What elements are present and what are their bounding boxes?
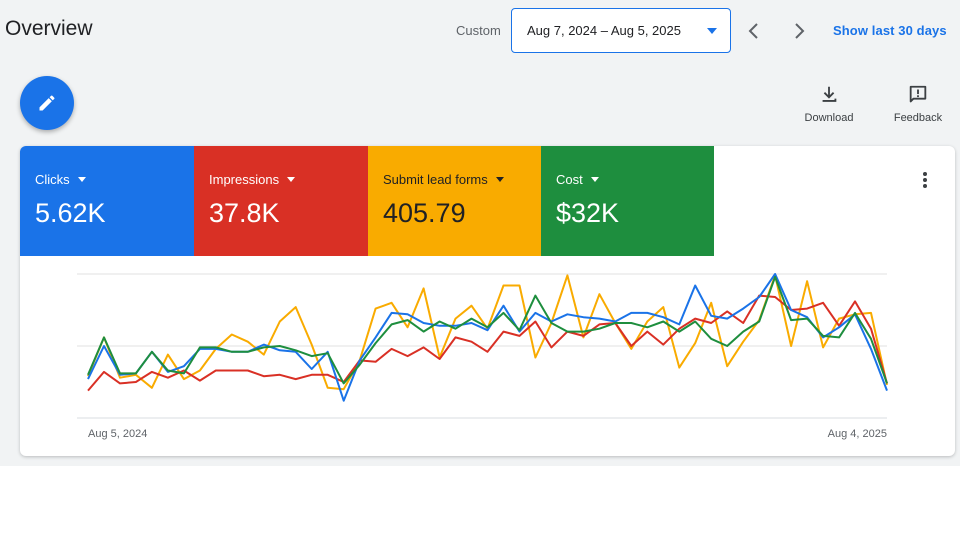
caret-down-icon: [77, 177, 86, 183]
series-line-impressions: [87, 294, 888, 392]
previous-period-button[interactable]: [737, 14, 771, 48]
more-vert-icon: [923, 172, 927, 188]
metric-value: 405.79: [383, 198, 466, 228]
download-icon: [822, 86, 837, 102]
chevron-right-icon: [795, 23, 805, 39]
date-range-type-label: Custom: [456, 23, 501, 38]
metric-tile-cost[interactable]: Cost $32K: [541, 146, 714, 256]
metric-label: Cost: [556, 172, 599, 187]
x-axis-start-label: Aug 5, 2024: [88, 428, 147, 440]
download-label: Download: [804, 112, 854, 124]
metric-label-text: Submit lead forms: [383, 172, 488, 187]
date-range-select[interactable]: Aug 7, 2024 – Aug 5, 2025: [511, 8, 731, 53]
dropdown-arrow-icon: [707, 28, 717, 34]
performance-card: Clicks 5.62K Impressions 37.8K Submit le…: [20, 146, 955, 456]
overview-page: Overview Custom Aug 7, 2024 – Aug 5, 202…: [0, 0, 960, 466]
metric-tile-submit-lead-forms[interactable]: Submit lead forms 405.79: [368, 146, 541, 256]
x-axis-end-label: Aug 4, 2025: [828, 428, 887, 440]
metric-value: 5.62K: [35, 198, 106, 228]
edit-fab-button[interactable]: [20, 76, 74, 130]
show-last-30-days-link[interactable]: Show last 30 days: [833, 23, 947, 38]
download-button[interactable]: Download: [802, 84, 856, 124]
metric-label: Impressions: [209, 172, 296, 187]
series-line-submit-lead-forms: [87, 274, 888, 391]
caret-down-icon: [590, 177, 599, 183]
more-options-button[interactable]: [913, 168, 937, 192]
page-title: Overview: [5, 17, 93, 40]
metric-value: 37.8K: [209, 198, 280, 228]
caret-down-icon: [495, 177, 504, 183]
chevron-left-icon: [748, 23, 758, 39]
metric-value: $32K: [556, 198, 620, 228]
metric-label-text: Cost: [556, 172, 583, 187]
series-line-cost: [87, 275, 888, 385]
metric-label-text: Clicks: [35, 172, 70, 187]
caret-down-icon: [287, 177, 296, 183]
feedback-icon: [909, 85, 927, 103]
metric-label-text: Impressions: [209, 172, 280, 187]
feedback-label: Feedback: [893, 112, 943, 124]
date-range-value: Aug 7, 2024 – Aug 5, 2025: [527, 23, 681, 38]
series-line-clicks: [87, 273, 888, 402]
metric-label: Clicks: [35, 172, 86, 187]
next-period-button[interactable]: [782, 14, 816, 48]
pencil-icon: [39, 95, 55, 111]
feedback-button[interactable]: Feedback: [891, 84, 945, 124]
metric-tile-impressions[interactable]: Impressions 37.8K: [194, 146, 368, 256]
metric-tile-clicks[interactable]: Clicks 5.62K: [20, 146, 194, 256]
performance-line-chart: Aug 5, 2024 Aug 4, 2025: [77, 273, 888, 440]
metric-label: Submit lead forms: [383, 172, 504, 187]
